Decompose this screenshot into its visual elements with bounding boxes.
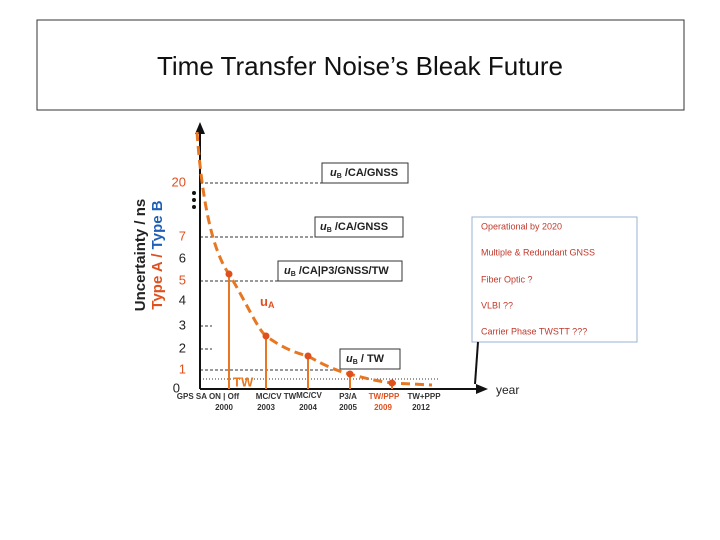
point bbox=[388, 379, 396, 387]
tw-label: TW bbox=[233, 374, 254, 389]
ua-symbol: u bbox=[260, 294, 268, 309]
box-sub: B bbox=[353, 359, 358, 366]
y-tick-label: 3 bbox=[179, 317, 186, 332]
event-label: MC/CV bbox=[296, 391, 322, 400]
outlook-pointer bbox=[474, 341, 479, 385]
box-symbol: u bbox=[346, 353, 353, 365]
outlook-item: Multiple & Redundant GNSS bbox=[481, 247, 595, 257]
box-sub: B bbox=[337, 173, 342, 180]
box-text: uB / TW bbox=[346, 353, 385, 366]
y-tick-label: 4 bbox=[179, 292, 186, 307]
y-arrow bbox=[195, 122, 205, 134]
y-axis-label: Uncertainty / nsType A / Type B bbox=[132, 199, 166, 312]
dot bbox=[192, 198, 196, 202]
y-tick-label: 20 bbox=[172, 174, 186, 189]
box-frame bbox=[321, 162, 409, 184]
b-box: uB / TW bbox=[339, 348, 401, 370]
box-text: uB /CA/GNSS bbox=[330, 167, 398, 180]
y-tick-label: 6 bbox=[179, 250, 186, 265]
point bbox=[346, 370, 354, 378]
title-frame bbox=[36, 19, 685, 111]
point bbox=[304, 352, 312, 360]
box-sub: B bbox=[291, 271, 296, 278]
b-box: uB /CA|P3/GNSS/TW bbox=[277, 260, 403, 282]
ua-label: uA bbox=[260, 294, 275, 310]
event-label: MC/CV TW bbox=[256, 392, 297, 401]
axis-break bbox=[192, 191, 196, 209]
y-tick-label: 7 bbox=[179, 228, 186, 243]
event-year: 2003 bbox=[257, 403, 275, 412]
event-label: P3/A bbox=[339, 392, 357, 401]
x-axis-label: year bbox=[496, 383, 519, 397]
y-tick-label: 2 bbox=[179, 340, 186, 355]
box-frame bbox=[277, 260, 403, 282]
outlook-item: VLBI ?? bbox=[481, 300, 513, 310]
x-arrow bbox=[476, 384, 488, 394]
event-label: TW/PPP bbox=[369, 392, 400, 401]
event-year: 2012 bbox=[412, 403, 430, 412]
drops bbox=[228, 274, 393, 389]
points bbox=[225, 270, 396, 387]
y-tick-label: 0 bbox=[173, 380, 180, 395]
slide-title: Time Transfer Noise’s Bleak Future bbox=[157, 51, 563, 81]
reference-lines bbox=[200, 182, 440, 380]
outlook-frame bbox=[471, 216, 638, 343]
box-symbol: u bbox=[284, 265, 291, 277]
y-label-main: Uncertainty / ns bbox=[132, 199, 149, 312]
box-label: /CA/GNSS bbox=[342, 167, 398, 179]
box-label: / TW bbox=[358, 353, 385, 365]
dot bbox=[192, 191, 196, 195]
ua-sub: A bbox=[268, 300, 275, 310]
point bbox=[262, 332, 270, 340]
event-label: TW+PPP bbox=[407, 392, 441, 401]
b-box: uB /CA/GNSS bbox=[321, 162, 409, 184]
box-frame bbox=[339, 348, 401, 370]
event-label: GPS SA ON | Off bbox=[177, 392, 240, 401]
event-year: 2009 bbox=[374, 403, 392, 412]
box-frame bbox=[314, 216, 404, 238]
dot bbox=[192, 205, 196, 209]
y-tick-label: 5 bbox=[179, 272, 186, 287]
box-text: uB /CA/GNSS bbox=[320, 221, 388, 234]
noise-curve bbox=[195, 131, 433, 387]
box-label: /CA/GNSS bbox=[332, 221, 388, 233]
point bbox=[225, 270, 233, 278]
y-label-b: Type B bbox=[149, 200, 166, 249]
box-symbol: u bbox=[330, 167, 337, 179]
outlook-item: Carrier Phase TWSTT ??? bbox=[481, 326, 587, 336]
event-year: 2005 bbox=[339, 403, 357, 412]
outlook-item: Operational by 2020 bbox=[481, 221, 562, 231]
box-sub: B bbox=[327, 227, 332, 234]
event-year: 2000 bbox=[215, 403, 233, 412]
outlook-item: Fiber Optic ? bbox=[481, 274, 533, 284]
y-label-a: Type A / bbox=[149, 249, 166, 309]
y-tick-label: 1 bbox=[179, 361, 186, 376]
box-symbol: u bbox=[320, 221, 327, 233]
box-text: uB /CA|P3/GNSS/TW bbox=[284, 265, 389, 278]
b-box: uB /CA/GNSS bbox=[314, 216, 404, 238]
box-label: /CA|P3/GNSS/TW bbox=[296, 265, 390, 277]
event-year: 2004 bbox=[299, 403, 317, 412]
